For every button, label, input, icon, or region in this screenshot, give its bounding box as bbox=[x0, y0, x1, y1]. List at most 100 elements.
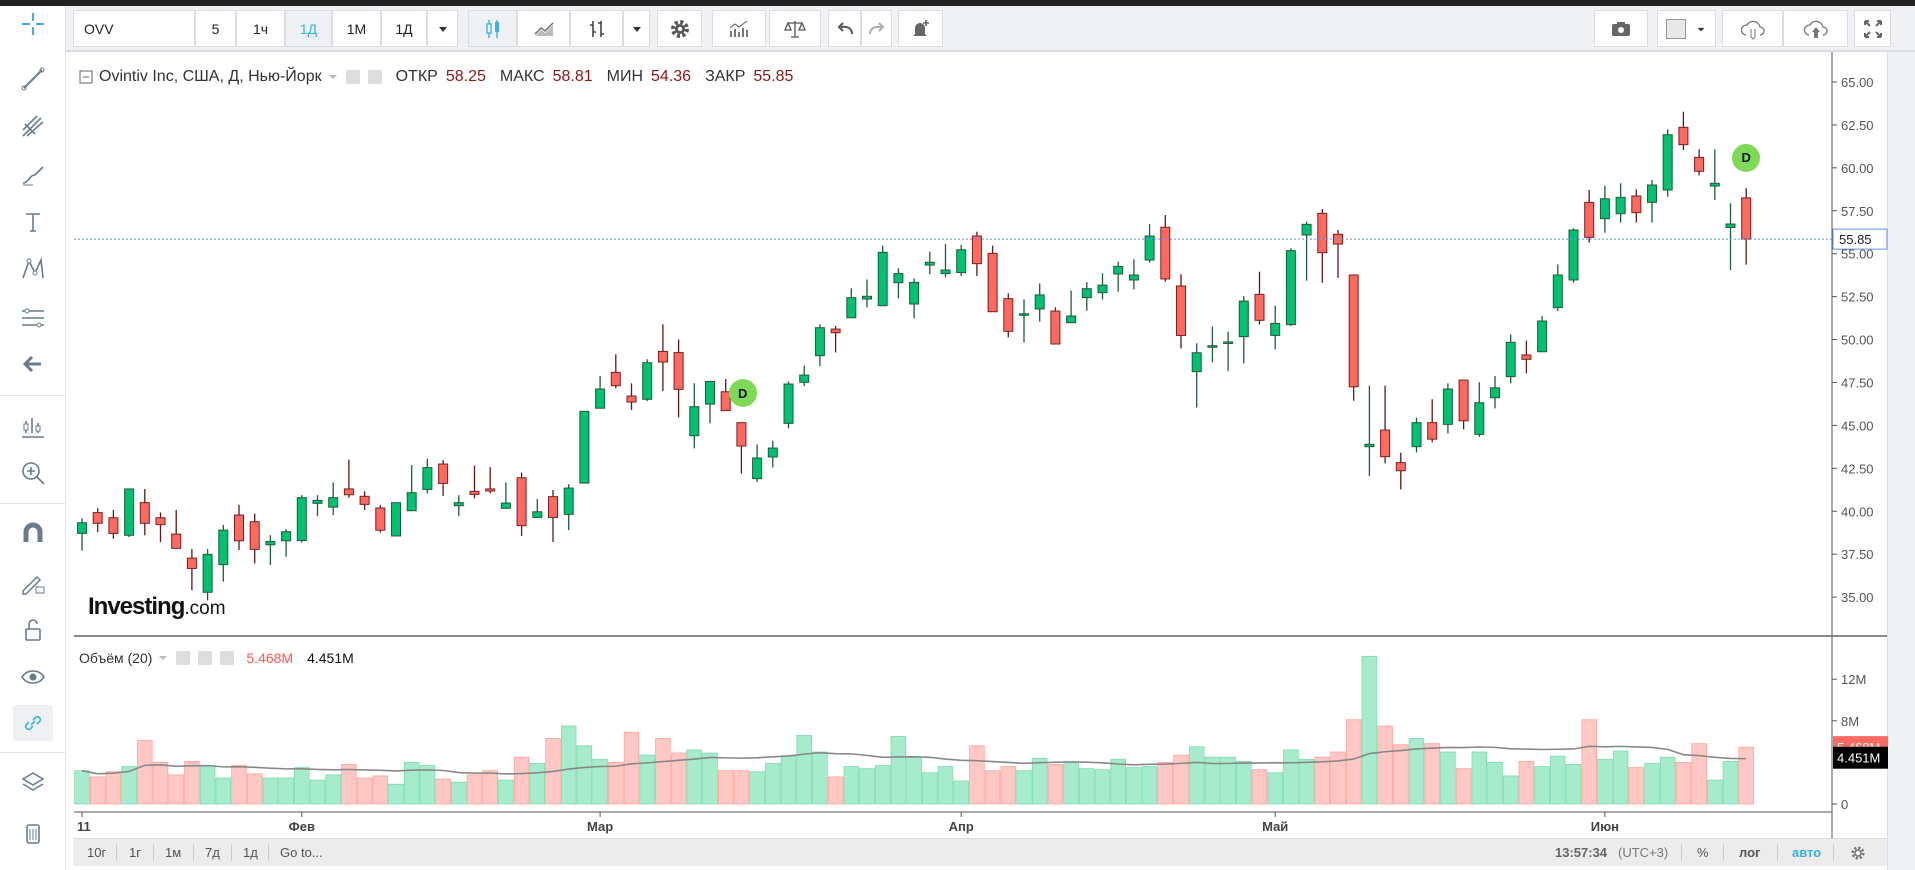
candle[interactable] bbox=[453, 495, 464, 517]
candle[interactable] bbox=[767, 440, 778, 468]
candle[interactable] bbox=[579, 410, 590, 484]
range-1m[interactable]: 1м bbox=[165, 845, 182, 860]
gear-icon[interactable] bbox=[1849, 844, 1867, 862]
candle[interactable] bbox=[595, 375, 606, 409]
candle[interactable] bbox=[312, 495, 323, 517]
interval-1m[interactable]: 1М bbox=[332, 10, 381, 47]
candle[interactable] bbox=[1364, 385, 1375, 477]
candle[interactable] bbox=[234, 504, 244, 551]
interval-1d-custom[interactable]: 1Д bbox=[381, 10, 427, 47]
candle[interactable] bbox=[752, 444, 763, 483]
candle[interactable] bbox=[1490, 376, 1500, 409]
candle[interactable] bbox=[971, 231, 982, 277]
candle[interactable] bbox=[1615, 183, 1626, 223]
candle[interactable] bbox=[218, 524, 229, 582]
candle[interactable] bbox=[438, 460, 449, 496]
chart-style-dropdown[interactable] bbox=[623, 10, 650, 47]
candle[interactable] bbox=[375, 505, 386, 533]
candle[interactable] bbox=[1003, 293, 1014, 338]
candle[interactable] bbox=[1097, 273, 1108, 300]
candle[interactable] bbox=[1427, 399, 1438, 443]
candle[interactable] bbox=[1662, 129, 1673, 197]
candle[interactable] bbox=[814, 324, 825, 366]
candle[interactable] bbox=[1285, 248, 1296, 326]
candle[interactable] bbox=[1709, 149, 1720, 200]
candle[interactable] bbox=[673, 339, 684, 418]
zoom-tool[interactable] bbox=[13, 455, 53, 491]
candle[interactable] bbox=[1301, 221, 1312, 281]
candle[interactable] bbox=[1081, 282, 1092, 311]
candle[interactable] bbox=[1034, 283, 1045, 322]
sync-drawings-tool[interactable] bbox=[13, 705, 53, 741]
gear-icon[interactable] bbox=[367, 70, 382, 84]
candle[interactable] bbox=[830, 325, 841, 353]
candle[interactable] bbox=[1411, 417, 1422, 453]
candle[interactable] bbox=[956, 244, 967, 277]
interval-dropdown[interactable] bbox=[427, 10, 458, 47]
candle[interactable] bbox=[862, 279, 872, 308]
candle[interactable] bbox=[1474, 382, 1485, 437]
caret-down-icon[interactable] bbox=[328, 72, 338, 82]
candle[interactable] bbox=[563, 484, 574, 531]
candle[interactable] bbox=[249, 513, 260, 564]
goto-button[interactable]: Go to... bbox=[280, 845, 323, 860]
background-color-picker[interactable] bbox=[1657, 10, 1716, 47]
candle[interactable] bbox=[139, 488, 150, 536]
close-icon[interactable] bbox=[220, 651, 235, 665]
candle[interactable] bbox=[846, 288, 857, 319]
candle[interactable] bbox=[909, 278, 920, 319]
candle[interactable] bbox=[1160, 215, 1171, 282]
candle[interactable] bbox=[1270, 305, 1281, 350]
interval-5[interactable]: 5 bbox=[195, 10, 236, 47]
range-1d[interactable]: 1д bbox=[243, 845, 258, 860]
caret-down-icon[interactable] bbox=[158, 653, 168, 663]
pattern-tool[interactable] bbox=[13, 251, 53, 287]
candle[interactable] bbox=[783, 381, 794, 429]
candle[interactable] bbox=[1631, 189, 1642, 223]
candle[interactable] bbox=[1066, 290, 1077, 324]
candle[interactable] bbox=[1599, 185, 1610, 233]
candle[interactable] bbox=[1191, 343, 1202, 408]
eye-icon[interactable] bbox=[345, 70, 360, 84]
fullscreen-button[interactable] bbox=[1854, 10, 1891, 47]
candle[interactable] bbox=[657, 324, 668, 392]
candle[interactable] bbox=[893, 268, 904, 299]
timezone[interactable]: (UTC+3) bbox=[1618, 845, 1669, 860]
candle[interactable] bbox=[77, 518, 87, 551]
candle[interactable] bbox=[328, 482, 339, 516]
candle[interactable] bbox=[359, 491, 370, 511]
symbol-input[interactable]: OVV bbox=[73, 10, 195, 47]
candle[interactable] bbox=[500, 482, 511, 509]
trend-line-tool[interactable] bbox=[13, 61, 53, 97]
candle[interactable] bbox=[406, 465, 417, 512]
candle[interactable] bbox=[485, 467, 496, 494]
object-tree-tool[interactable] bbox=[13, 764, 53, 800]
candle[interactable] bbox=[548, 489, 558, 542]
candle[interactable] bbox=[92, 508, 103, 533]
lock-tool[interactable] bbox=[13, 612, 53, 648]
screenshot-button[interactable] bbox=[1594, 10, 1648, 47]
candle[interactable] bbox=[1521, 340, 1532, 374]
dividend-marker[interactable]: D bbox=[1732, 143, 1761, 172]
candle[interactable] bbox=[1568, 228, 1579, 283]
visibility-tool[interactable] bbox=[13, 659, 53, 695]
remove-drawings-tool[interactable] bbox=[13, 815, 53, 851]
eye-icon[interactable] bbox=[176, 651, 191, 665]
fibonacci-tool[interactable] bbox=[13, 300, 53, 336]
interval-1d[interactable]: 1Д bbox=[285, 10, 332, 47]
candle[interactable] bbox=[469, 465, 480, 499]
indicators-button[interactable] bbox=[712, 10, 766, 47]
candle[interactable] bbox=[1238, 296, 1249, 364]
range-10y[interactable]: 10г bbox=[87, 845, 107, 860]
candle[interactable] bbox=[1317, 209, 1328, 283]
area-style-button[interactable] bbox=[517, 10, 570, 47]
candle[interactable] bbox=[799, 365, 810, 387]
interval-1h[interactable]: 1ч bbox=[236, 10, 285, 47]
candle[interactable] bbox=[940, 244, 951, 278]
candle[interactable] bbox=[532, 499, 543, 518]
candle[interactable] bbox=[155, 512, 166, 543]
volume-title[interactable]: Объём (20) bbox=[79, 650, 153, 666]
candle[interactable] bbox=[1348, 274, 1359, 401]
candle[interactable] bbox=[1678, 111, 1689, 150]
text-tool[interactable] bbox=[13, 204, 53, 240]
